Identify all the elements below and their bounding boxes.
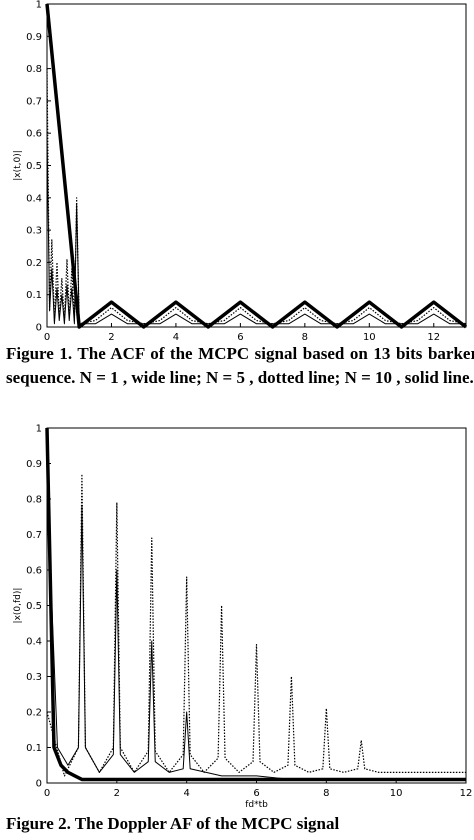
caption: Figure 2. The Doppler AF of the MCPC sig… xyxy=(6,814,340,833)
y-tick-label: 0.1 xyxy=(26,743,42,754)
x-axis-label: fd*tb xyxy=(245,800,268,810)
data-line xyxy=(45,427,466,782)
x-tick-label: 8 xyxy=(302,332,308,340)
x-tick-label: 2 xyxy=(114,788,120,799)
y-tick-label: 0.5 xyxy=(26,161,42,172)
x-tick-label: 10 xyxy=(363,332,376,340)
y-tick-label: 0 xyxy=(36,779,42,790)
y-tick-label: 0.3 xyxy=(26,672,42,683)
y-tick-label: 0.8 xyxy=(26,64,42,75)
y-tick-label: 0.3 xyxy=(26,226,42,237)
x-tick-label: 0 xyxy=(44,332,50,340)
y-tick-label: 0 xyxy=(36,323,42,334)
y-tick-label: 0.4 xyxy=(26,193,42,204)
y-tick-label: 0.7 xyxy=(26,96,42,107)
x-tick-label: 6 xyxy=(237,332,243,340)
y-tick-label: 0.2 xyxy=(26,708,42,719)
data-line xyxy=(46,473,466,777)
y-tick-label: 1 xyxy=(36,424,42,435)
x-tick-label: 12 xyxy=(460,788,473,799)
y-axis-label: |x(t,0)| xyxy=(13,150,23,181)
y-tick-label: 0.1 xyxy=(26,290,42,301)
y-tick-label: 0.5 xyxy=(26,601,42,612)
y-tick-label: 0.4 xyxy=(26,637,42,648)
x-tick-label: 12 xyxy=(427,332,440,340)
figure-2-chart: 00.10.20.30.40.50.60.70.80.910 2 4 6 8 10 12fd… xyxy=(13,424,473,811)
x-tick-label: 6 xyxy=(253,788,259,799)
y-axis-label: |x(0,fd)| xyxy=(13,588,23,624)
y-tick-label: 0.2 xyxy=(26,258,42,269)
data-line xyxy=(46,133,466,325)
y-tick-label: 0.8 xyxy=(26,495,42,506)
x-tick-label: 4 xyxy=(173,332,179,340)
y-tick-label: 0.6 xyxy=(26,129,42,140)
y-tick-label: 1 xyxy=(36,0,42,11)
x-tick-label: 8 xyxy=(323,788,329,799)
figure-1-chart: 00.10.20.30.40.50.60.70.80.91024681012t/… xyxy=(13,0,468,340)
y-tick-label: 0.9 xyxy=(26,459,42,470)
y-tick-label: 0.9 xyxy=(26,32,42,43)
y-tick-label: 0.7 xyxy=(26,530,42,541)
caption: Figure 1. The ACF of the MCPC signal bas… xyxy=(6,344,474,387)
x-tick-label: 4 xyxy=(183,788,189,799)
y-tick-label: 0.6 xyxy=(26,566,42,577)
x-tick-label: 0 xyxy=(44,788,50,799)
x-tick-label: 2 xyxy=(108,332,114,340)
plot-frame xyxy=(46,427,467,784)
data-line xyxy=(46,481,466,780)
x-tick-label: 10 xyxy=(390,788,403,799)
data-line xyxy=(46,68,467,325)
